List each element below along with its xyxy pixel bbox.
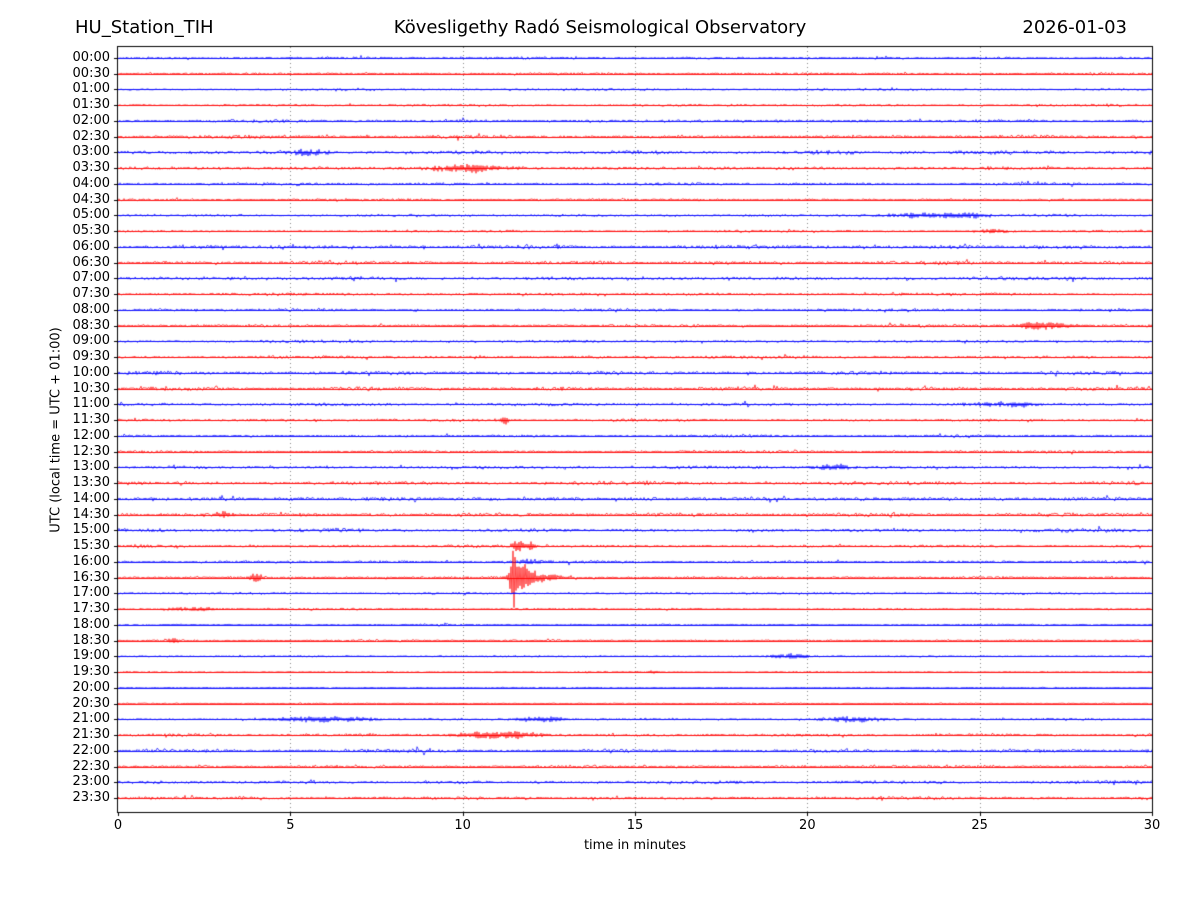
x-tick-label: 20: [799, 818, 816, 833]
y-tick-label: 16:30: [72, 569, 110, 585]
y-tick-label: 22:00: [72, 742, 110, 758]
y-tick-label: 13:00: [72, 459, 110, 475]
y-tick-label: 12:30: [72, 443, 110, 459]
x-tick-label: 15: [626, 818, 644, 833]
y-tick-label: 23:30: [72, 790, 110, 805]
station-title: HU_Station_TIH: [75, 17, 214, 38]
observatory-title: Kövesligethy Radó Seismological Observat…: [393, 17, 807, 38]
y-tick-label: 06:30: [72, 254, 110, 270]
y-tick-label: 20:00: [72, 679, 110, 695]
y-tick-label: 12:00: [72, 427, 110, 443]
y-tick-label: 11:00: [72, 396, 110, 412]
y-tick-label: 14:00: [72, 490, 110, 506]
y-tick-label: 19:00: [72, 648, 110, 664]
y-tick-label: 01:00: [72, 81, 110, 97]
y-tick-label: 01:30: [72, 97, 110, 113]
y-tick-label: 21:00: [72, 711, 110, 727]
x-tick-label: 30: [1143, 818, 1161, 833]
y-tick-label: 05:30: [72, 223, 110, 239]
y-tick-label: 07:30: [72, 286, 110, 302]
y-tick-label: 03:00: [72, 144, 110, 160]
y-tick-label: 05:00: [72, 207, 110, 223]
y-tick-label: 10:00: [72, 364, 110, 380]
y-tick-label: 08:00: [72, 301, 110, 317]
y-tick-label: 23:00: [72, 774, 110, 790]
y-tick-label: 19:30: [72, 664, 110, 680]
y-tick-label: 04:00: [72, 175, 110, 191]
y-tick-label: 02:30: [72, 128, 110, 144]
y-tick-label: 21:30: [72, 727, 110, 743]
x-tick-label: 10: [454, 818, 471, 833]
y-tick-label: 15:30: [72, 538, 110, 554]
y-tick-label: 00:00: [72, 50, 110, 65]
y-tick-label: 18:00: [72, 616, 110, 632]
y-tick-label: 04:30: [72, 191, 110, 207]
y-tick-label: 18:30: [72, 632, 110, 648]
x-tick-label: 25: [971, 818, 988, 833]
y-tick-label: 17:30: [72, 601, 110, 617]
y-tick-label: 06:00: [72, 238, 110, 254]
y-tick-label: 00:30: [72, 65, 110, 81]
y-tick-label: 20:30: [72, 695, 110, 711]
y-tick-label: 11:30: [72, 412, 110, 428]
y-tick-label: 14:30: [72, 506, 110, 522]
x-tick-label: 0: [113, 818, 123, 833]
y-tick-label: 03:30: [72, 160, 110, 176]
y-tick-label: 22:30: [72, 758, 110, 774]
y-tick-label: 15:00: [72, 522, 110, 538]
x-tick-label: 5: [286, 818, 295, 833]
date-label: 2026-01-03: [1022, 17, 1127, 38]
y-tick-label: 09:30: [72, 349, 110, 365]
y-tick-label: 08:30: [72, 317, 110, 333]
y-tick-label: 09:00: [72, 333, 110, 349]
y-tick-label: 13:30: [72, 475, 110, 491]
y-tick-label: 07:00: [72, 270, 110, 286]
y-tick-label: 16:00: [72, 553, 110, 569]
x-axis-title: time in minutes: [583, 838, 687, 853]
y-tick-label: 10:30: [72, 380, 110, 396]
y-tick-label: 17:00: [72, 585, 110, 601]
y-tick-label: 02:00: [72, 112, 110, 128]
